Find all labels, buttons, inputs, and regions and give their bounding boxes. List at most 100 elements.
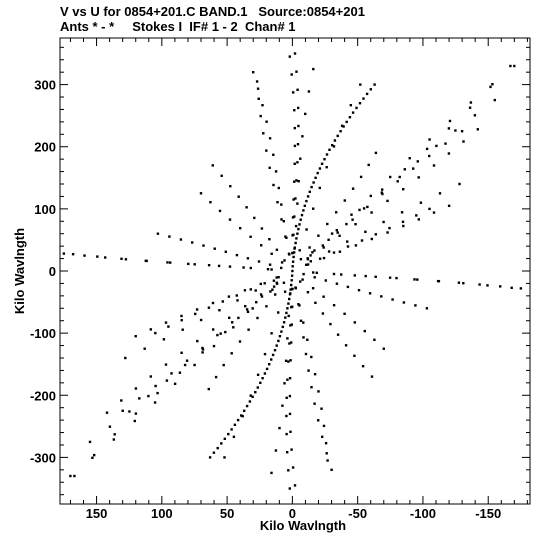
uv-point <box>310 386 313 389</box>
uv-point <box>425 147 429 151</box>
uv-point <box>358 102 362 105</box>
uv-point <box>249 235 252 238</box>
uv-point <box>369 88 372 91</box>
uv-point <box>296 161 299 164</box>
uv-point <box>221 300 224 303</box>
uv-point <box>278 426 281 430</box>
uv-point <box>447 127 451 130</box>
uv-point <box>425 307 429 310</box>
uv-point <box>364 230 367 233</box>
uv-point <box>275 276 278 279</box>
uv-point <box>104 256 107 259</box>
x-tick-label: -150 <box>475 506 501 521</box>
uv-point <box>469 101 473 104</box>
uv-point <box>289 359 292 362</box>
uv-point <box>207 387 210 391</box>
uv-point <box>224 330 227 334</box>
uv-point <box>428 207 431 211</box>
uv-point <box>309 254 312 257</box>
uv-point <box>365 92 369 96</box>
uv-point <box>166 261 169 264</box>
uv-point <box>154 384 157 388</box>
uv-point <box>283 259 286 262</box>
uv-point <box>299 280 302 283</box>
uv-point <box>308 246 311 249</box>
uv-point <box>253 216 256 220</box>
uv-point <box>183 363 187 367</box>
uv-point <box>271 288 274 291</box>
uv-point <box>252 71 255 74</box>
uv-point <box>268 137 272 140</box>
uv-point <box>307 369 310 372</box>
uv-point <box>519 287 523 290</box>
uv-point <box>287 469 290 472</box>
uv-point <box>493 98 496 102</box>
uv-point <box>280 203 283 206</box>
uv-point <box>355 106 358 110</box>
uv-point <box>214 375 218 379</box>
uv-point <box>313 373 317 376</box>
x-tick-label: -100 <box>410 506 436 521</box>
uv-point <box>323 158 326 161</box>
uv-point <box>312 67 315 71</box>
uv-point <box>398 175 401 179</box>
uv-point <box>245 404 249 408</box>
uv-point <box>138 397 141 400</box>
uv-point <box>284 235 287 238</box>
uv-point <box>289 430 292 433</box>
uv-point <box>284 316 287 319</box>
uv-point <box>296 202 299 205</box>
uv-point <box>354 223 357 226</box>
uv-point <box>280 266 283 270</box>
uv-point <box>233 423 237 426</box>
uv-point <box>304 352 308 356</box>
uv-point <box>265 367 269 371</box>
uv-point <box>242 266 245 269</box>
uv-point <box>112 438 115 441</box>
uv-point <box>180 314 183 318</box>
uv-point <box>260 227 264 230</box>
uv-point <box>403 168 406 171</box>
uv-point <box>309 260 312 263</box>
uv-point <box>369 194 372 198</box>
uv-point <box>162 338 166 341</box>
uv-point <box>335 282 339 285</box>
uv-point <box>275 282 279 285</box>
uv-point <box>270 358 273 361</box>
uv-point <box>312 181 315 184</box>
uv-point <box>238 340 242 343</box>
uv-point <box>478 283 481 286</box>
uv-point <box>256 386 259 389</box>
uv-point <box>391 298 394 301</box>
uv-point <box>149 328 152 331</box>
uv-point <box>373 338 376 341</box>
uv-point <box>228 265 232 268</box>
uv-point <box>468 106 472 109</box>
uv-point <box>458 182 461 186</box>
uv-point <box>292 233 295 236</box>
uv-point <box>265 149 268 152</box>
uv-point <box>265 305 268 308</box>
uv-point <box>237 316 240 320</box>
uv-point <box>335 211 338 214</box>
uv-point <box>272 153 275 156</box>
uv-point <box>256 373 260 376</box>
uv-point <box>293 162 296 165</box>
uv-point <box>316 171 319 175</box>
uv-point <box>491 83 494 86</box>
uv-point <box>134 412 138 415</box>
uv-point <box>212 344 216 348</box>
uv-point <box>343 199 346 202</box>
uv-point <box>318 257 322 260</box>
uv-point <box>144 259 147 262</box>
uv-point <box>462 140 465 143</box>
uv-point <box>299 218 302 221</box>
uv-point <box>294 241 297 245</box>
uv-point <box>336 333 340 336</box>
uv-point <box>413 278 416 281</box>
uv-point <box>282 321 286 324</box>
uv-point <box>295 237 298 240</box>
uv-point <box>223 456 226 459</box>
uv-point <box>288 55 291 58</box>
